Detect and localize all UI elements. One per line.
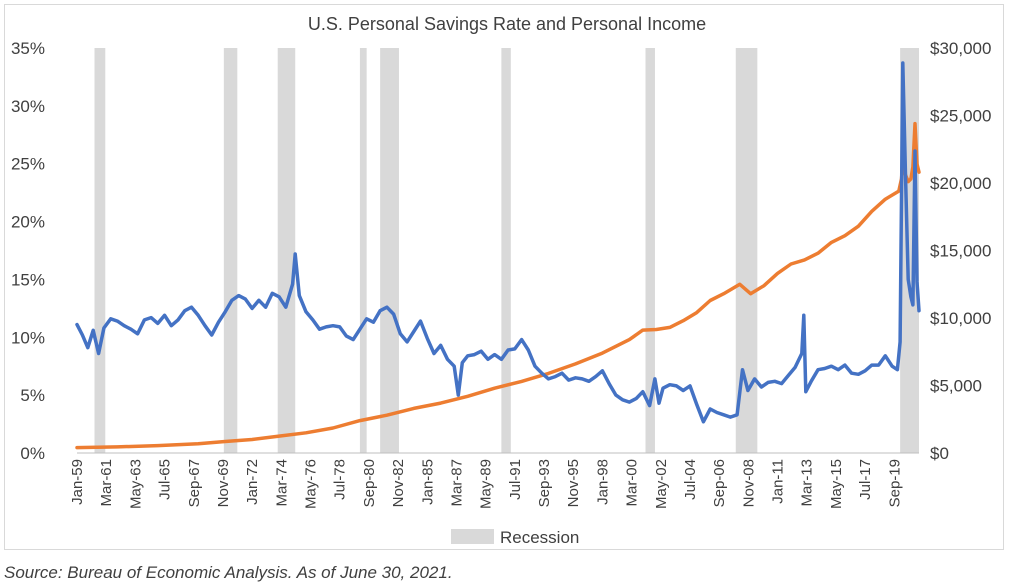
y-left-tick-label: 35% — [11, 39, 45, 58]
x-tick-label: Sep-67 — [186, 459, 203, 507]
x-tick-label: Nov-69 — [215, 459, 232, 507]
chart-title: U.S. Personal Savings Rate and Personal … — [308, 14, 706, 34]
x-tick-label: May-15 — [828, 459, 845, 509]
x-tick-label: Jan-98 — [594, 459, 611, 505]
y-right-tick-label: $30,000 — [930, 39, 991, 58]
y-right-tick-label: $25,000 — [930, 107, 991, 126]
recession-band — [735, 48, 758, 453]
y-left-tick-label: 0% — [20, 444, 45, 463]
x-tick-label: May-02 — [653, 459, 670, 509]
recession-band — [501, 48, 511, 453]
x-tick-label: Mar-61 — [98, 459, 115, 507]
x-tick-label: Sep-06 — [711, 459, 728, 507]
x-tick-label: Jan-59 — [69, 459, 86, 505]
x-tick-label: Nov-82 — [390, 459, 407, 507]
x-tick-label: Mar-13 — [799, 459, 816, 507]
y-right-tick-label: $5,000 — [930, 377, 982, 396]
x-tick-label: Jul-78 — [332, 459, 349, 500]
recession-band — [645, 48, 655, 453]
x-tick-label: Sep-19 — [886, 459, 903, 507]
y-left-tick-label: 10% — [11, 328, 45, 347]
x-tick-label: May-76 — [303, 459, 320, 509]
y-left-tick-label: 5% — [20, 386, 45, 405]
legend-swatch-recession — [451, 529, 494, 544]
savings-income-chart: 0% 5% 10% 15% 20% 25% 30% 35% $0 $5,000 $10,000 $15… — [11, 14, 991, 547]
recession-band — [277, 48, 296, 453]
x-tick-label: May-89 — [478, 459, 495, 509]
y-left-tick-label: 25% — [11, 155, 45, 174]
x-tick-label: Mar-87 — [448, 459, 465, 507]
x-tick-label: Nov-08 — [740, 459, 757, 507]
x-tick-label: Jan-85 — [419, 459, 436, 505]
y-right-tick-label: $20,000 — [930, 174, 991, 193]
x-tick-label: Jul-65 — [157, 459, 174, 500]
recession-band — [380, 48, 399, 453]
y-left-tick-label: 15% — [11, 270, 45, 289]
x-tick-label: Jul-17 — [857, 459, 874, 500]
y-left-tick-label: 30% — [11, 97, 45, 116]
chart-frame: 0% 5% 10% 15% 20% 25% 30% 35% $0 $5,000 $10,000 $15… — [4, 4, 1004, 550]
x-tick-label: Nov-95 — [565, 459, 582, 507]
y-right-tick-label: $0 — [930, 444, 949, 463]
x-tick-label: Jul-91 — [507, 459, 524, 500]
x-tick-label: Jan-72 — [244, 459, 261, 505]
y-left-tick-label: 20% — [11, 213, 45, 232]
x-tick-label: May-63 — [127, 459, 144, 509]
series-line-savings-rate — [75, 61, 921, 424]
legend-label-recession: Recession — [500, 528, 579, 547]
x-tick-label: Jan-11 — [770, 459, 787, 504]
x-tick-label: Mar-74 — [273, 459, 290, 507]
recession-band — [223, 48, 238, 453]
x-tick-label: Jul-04 — [682, 459, 699, 500]
legend: Recession — [451, 528, 579, 547]
x-tick-label: Sep-93 — [536, 459, 553, 507]
recession-band — [359, 48, 367, 453]
x-tick-label: Mar-00 — [624, 459, 641, 507]
x-tick-label: Sep-80 — [361, 459, 378, 507]
series-line-personal-income — [75, 121, 921, 450]
source-note: Source: Bureau of Economic Analysis. As … — [4, 563, 453, 582]
recession-band — [94, 48, 106, 453]
y-right-tick-label: $10,000 — [930, 309, 991, 328]
y-right-tick-label: $15,000 — [930, 242, 991, 261]
